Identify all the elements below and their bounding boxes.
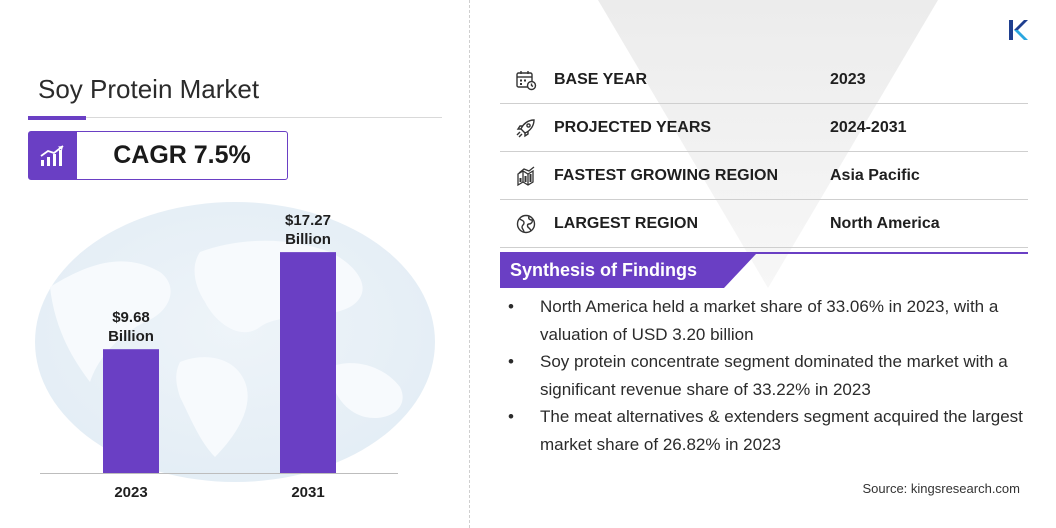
finding-text: The meat alternatives & extenders segmen…	[540, 407, 1023, 454]
globe-icon	[506, 213, 546, 235]
data-label: Billion	[108, 328, 154, 345]
info-value: 2023	[830, 70, 866, 88]
info-row-base-year: BASE YEAR 2023	[500, 56, 1028, 104]
region-growth-icon	[506, 165, 546, 187]
growth-chart-icon	[29, 132, 77, 179]
bullet: •	[508, 407, 514, 426]
data-label: $9.68	[112, 309, 150, 326]
info-value: 2024-2031	[830, 118, 907, 136]
bar-2023	[103, 349, 159, 473]
findings-list: • North America held a market share of 33…	[508, 293, 1028, 458]
bar-2031	[280, 252, 336, 473]
rocket-icon	[506, 117, 546, 139]
page-title: Soy Protein Market	[38, 74, 260, 104]
list-item: • North America held a market share of 33…	[508, 293, 1028, 348]
data-label: $17.27	[285, 212, 331, 229]
info-row-largest-region: LARGEST REGION North America	[500, 200, 1028, 248]
bullet: •	[508, 297, 514, 316]
calendar-icon	[506, 69, 546, 91]
bar-chart: $9.68 Billion 2023 $17.27 Billion 2031	[40, 212, 398, 501]
x-tick-label: 2023	[114, 484, 147, 501]
data-label: Billion	[285, 231, 331, 248]
finding-text: North America held a market share of 33.…	[540, 297, 999, 344]
x-tick-label: 2031	[291, 484, 324, 501]
cagr-box: CAGR 7.5%	[28, 131, 288, 180]
background-triangle	[598, 0, 938, 288]
info-label: LARGEST REGION	[554, 214, 699, 232]
info-value: Asia Pacific	[830, 166, 920, 184]
finding-text: Soy protein concentrate segment dominate…	[540, 352, 1008, 399]
info-label: FASTEST GROWING REGION	[554, 166, 779, 184]
source-credit: Source: kingsresearch.com	[862, 481, 1020, 496]
synthesis-header-bg	[500, 254, 756, 288]
title-accent	[28, 116, 86, 120]
list-item: • Soy protein concentrate segment dominat…	[508, 348, 1028, 403]
bullet: •	[508, 352, 514, 371]
info-row-projected-years: PROJECTED YEARS 2024-2031	[500, 104, 1028, 152]
info-row-fastest-growing-region: FASTEST GROWING REGION Asia Pacific	[500, 152, 1028, 200]
cagr-value: CAGR 7.5%	[113, 141, 251, 169]
list-item: • The meat alternatives & extenders segme…	[508, 403, 1028, 458]
info-table: BASE YEAR 2023 PROJECTED YEARS 2024-2031	[500, 56, 1028, 248]
panel-divider	[469, 0, 470, 528]
kings-research-logo	[1009, 20, 1028, 40]
synthesis-rule	[500, 252, 1028, 254]
info-label: BASE YEAR	[554, 70, 648, 88]
title-rule	[28, 117, 442, 118]
info-value: North America	[830, 214, 940, 232]
synthesis-title: Synthesis of Findings	[510, 260, 698, 280]
info-label: PROJECTED YEARS	[554, 118, 712, 136]
